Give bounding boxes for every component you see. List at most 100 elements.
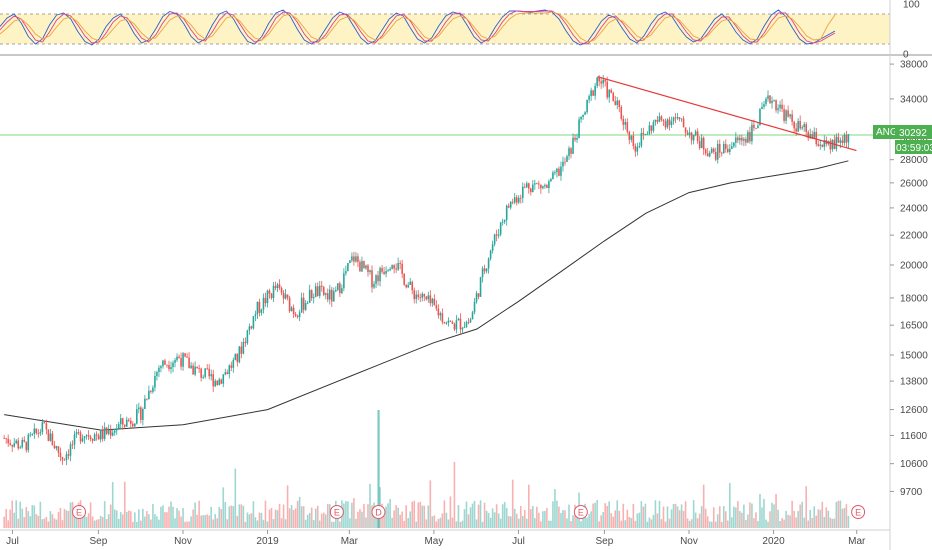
candle-body <box>351 256 353 261</box>
candle-body <box>680 118 683 120</box>
resistance-trendline[interactable] <box>597 76 857 152</box>
volume-bar <box>628 516 631 528</box>
candle-body <box>815 131 818 145</box>
volume-bar <box>566 518 568 528</box>
candle-body <box>192 365 194 375</box>
price-axis[interactable]: 38000 34000 30000 28000 26000 24000 22000 20000… <box>890 60 928 498</box>
volume-bar <box>158 519 160 528</box>
candle-body <box>186 356 188 358</box>
volume-bar <box>570 520 572 528</box>
volume-bar <box>670 509 673 528</box>
volume-bar <box>111 482 114 528</box>
volume-bar <box>515 513 518 528</box>
volume-bar <box>811 517 814 528</box>
volume-bar <box>184 521 186 528</box>
candle-body <box>11 444 13 447</box>
volume-bar <box>501 504 504 528</box>
event-marker-e[interactable]: E <box>329 505 344 519</box>
volume-bar <box>234 468 237 528</box>
volume-bar <box>318 520 321 528</box>
candle-body <box>232 359 235 368</box>
volume-bar <box>240 504 243 528</box>
volume-bar <box>43 518 46 528</box>
volume-bar <box>815 515 818 528</box>
volume-bar <box>286 485 289 528</box>
volume-bar <box>371 505 373 528</box>
candle-body <box>626 122 629 132</box>
volume-bar <box>801 501 803 528</box>
volume-bar <box>471 503 474 528</box>
candle-body <box>216 380 219 385</box>
candle-body <box>413 290 416 300</box>
candle-body <box>807 131 810 139</box>
candle-body <box>246 330 249 344</box>
candle-body <box>144 398 146 409</box>
time-tick-label: Sep <box>90 536 108 547</box>
candle-body <box>377 275 379 282</box>
volume-bar <box>793 510 795 528</box>
volume-bar <box>698 513 701 528</box>
candle-body <box>276 284 279 288</box>
candle-body <box>773 100 775 101</box>
volume-bar <box>15 500 18 528</box>
volume-bar <box>586 517 588 528</box>
event-marker-circle <box>851 505 866 519</box>
event-marker-e[interactable]: E <box>72 505 87 519</box>
candle-body <box>284 294 287 299</box>
volume-bar <box>19 501 22 528</box>
volume-bar <box>9 509 11 528</box>
time-axis[interactable]: Jul Sep Nov 2019 Mar May Jul Sep Nov 2020 Mar <box>6 530 866 547</box>
volume-bar <box>606 505 608 528</box>
candle-body <box>310 290 313 299</box>
volume-bar <box>839 500 842 528</box>
event-marker-e[interactable]: E <box>851 505 866 519</box>
oscillator-tick-label: 0 <box>903 50 909 61</box>
oscillator-axis[interactable]: 100 0 <box>903 0 920 61</box>
volume-bar <box>222 487 225 528</box>
candle-body <box>684 127 687 133</box>
candle-body <box>198 368 200 369</box>
candle-body <box>439 313 442 316</box>
candle-body <box>107 429 110 434</box>
volume-bar <box>252 501 255 528</box>
volume-bar <box>296 500 299 528</box>
event-marker-label: E <box>578 508 584 518</box>
volume-bar <box>829 517 832 528</box>
volume-bar <box>684 501 687 528</box>
volume-bar <box>797 511 799 528</box>
candle-body <box>314 286 317 298</box>
candle-body <box>692 134 695 141</box>
candle-body <box>194 366 196 375</box>
price-tick-label: 28000 <box>900 155 928 166</box>
candle-body <box>584 112 586 115</box>
volume-bar <box>174 518 176 528</box>
volume-bar <box>49 511 52 528</box>
candle-body <box>594 85 596 96</box>
volume-bar <box>759 493 761 528</box>
candle-body <box>146 398 148 400</box>
volume-bar <box>23 517 26 528</box>
candle-body <box>234 353 237 360</box>
candle-body <box>821 144 824 147</box>
candle-body <box>300 297 303 313</box>
volume-bar <box>7 520 9 528</box>
candle-body <box>371 270 373 288</box>
candle-body <box>751 124 753 142</box>
candle-body <box>755 128 757 129</box>
volume-bar <box>751 503 753 528</box>
candle-body <box>101 429 104 439</box>
candle-body <box>636 146 639 152</box>
volume-bar <box>634 520 637 528</box>
candle-body <box>121 418 124 425</box>
candle-body <box>343 273 345 289</box>
candle-body <box>381 268 383 272</box>
candle-body <box>658 116 661 122</box>
candle-body <box>525 183 528 188</box>
event-marker-e[interactable]: E <box>573 505 588 519</box>
candle-body <box>417 294 420 298</box>
event-marker-d[interactable]: D <box>371 505 386 519</box>
price-tick-label: 10600 <box>900 459 928 470</box>
